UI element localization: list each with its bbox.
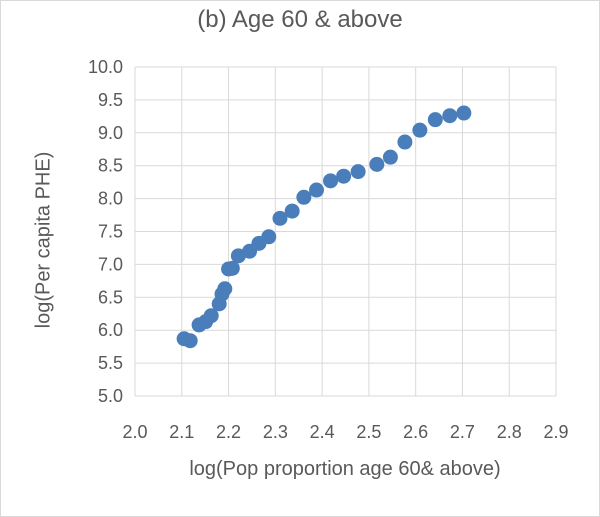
y-tick-label: 10.0 xyxy=(88,57,123,77)
gridlines xyxy=(134,66,557,397)
data-point xyxy=(412,122,428,138)
y-tick-label: 8.0 xyxy=(98,189,123,209)
tick-labels: 2.0 2.1 2.2 2.3 2.4 2.5 2.6 2.7 2.8 2.9 5.0 5.5 6.0 6… xyxy=(88,57,569,442)
y-tick-label: 9.5 xyxy=(98,90,123,110)
data-point xyxy=(442,108,458,124)
x-tick-label: 2.7 xyxy=(450,422,475,442)
data-point xyxy=(336,168,352,184)
data-point xyxy=(217,281,233,297)
data-point xyxy=(350,164,366,180)
data-point xyxy=(323,173,339,189)
y-tick-label: 6.0 xyxy=(98,320,123,340)
x-tick-label: 2.6 xyxy=(403,422,428,442)
y-tick-label: 5.0 xyxy=(98,386,123,406)
data-point xyxy=(456,105,472,121)
x-tick-label: 2.9 xyxy=(543,422,568,442)
data-point xyxy=(224,260,240,276)
x-tick-label: 2.8 xyxy=(497,422,522,442)
data-point xyxy=(261,229,277,245)
data-point xyxy=(272,210,288,226)
x-tick-label: 2.3 xyxy=(263,422,288,442)
data-point xyxy=(308,182,324,198)
data-point xyxy=(369,156,385,172)
data-point xyxy=(397,134,413,150)
y-tick-label: 9.0 xyxy=(98,123,123,143)
data-point xyxy=(382,149,398,165)
data-point xyxy=(427,112,443,128)
y-tick-label: 6.5 xyxy=(98,287,123,307)
x-tick-label: 2.4 xyxy=(310,422,335,442)
x-tick-label: 2.1 xyxy=(169,422,194,442)
y-tick-label: 8.5 xyxy=(98,156,123,176)
data-point xyxy=(182,333,198,349)
data-point xyxy=(230,248,246,264)
data-point xyxy=(203,308,219,324)
x-tick-label: 2.5 xyxy=(356,422,381,442)
x-tick-label: 2.2 xyxy=(216,422,241,442)
chart-title: (b) Age 60 & above xyxy=(197,6,403,33)
data-points xyxy=(176,105,472,349)
x-axis-label: log(Pop proportion age 60& above) xyxy=(189,458,501,480)
y-tick-label: 7.0 xyxy=(98,254,123,274)
data-point xyxy=(284,203,300,219)
x-tick-label: 2.0 xyxy=(122,422,147,442)
y-tick-label: 5.5 xyxy=(98,353,123,373)
data-point xyxy=(296,189,312,205)
y-tick-label: 7.5 xyxy=(98,222,123,242)
